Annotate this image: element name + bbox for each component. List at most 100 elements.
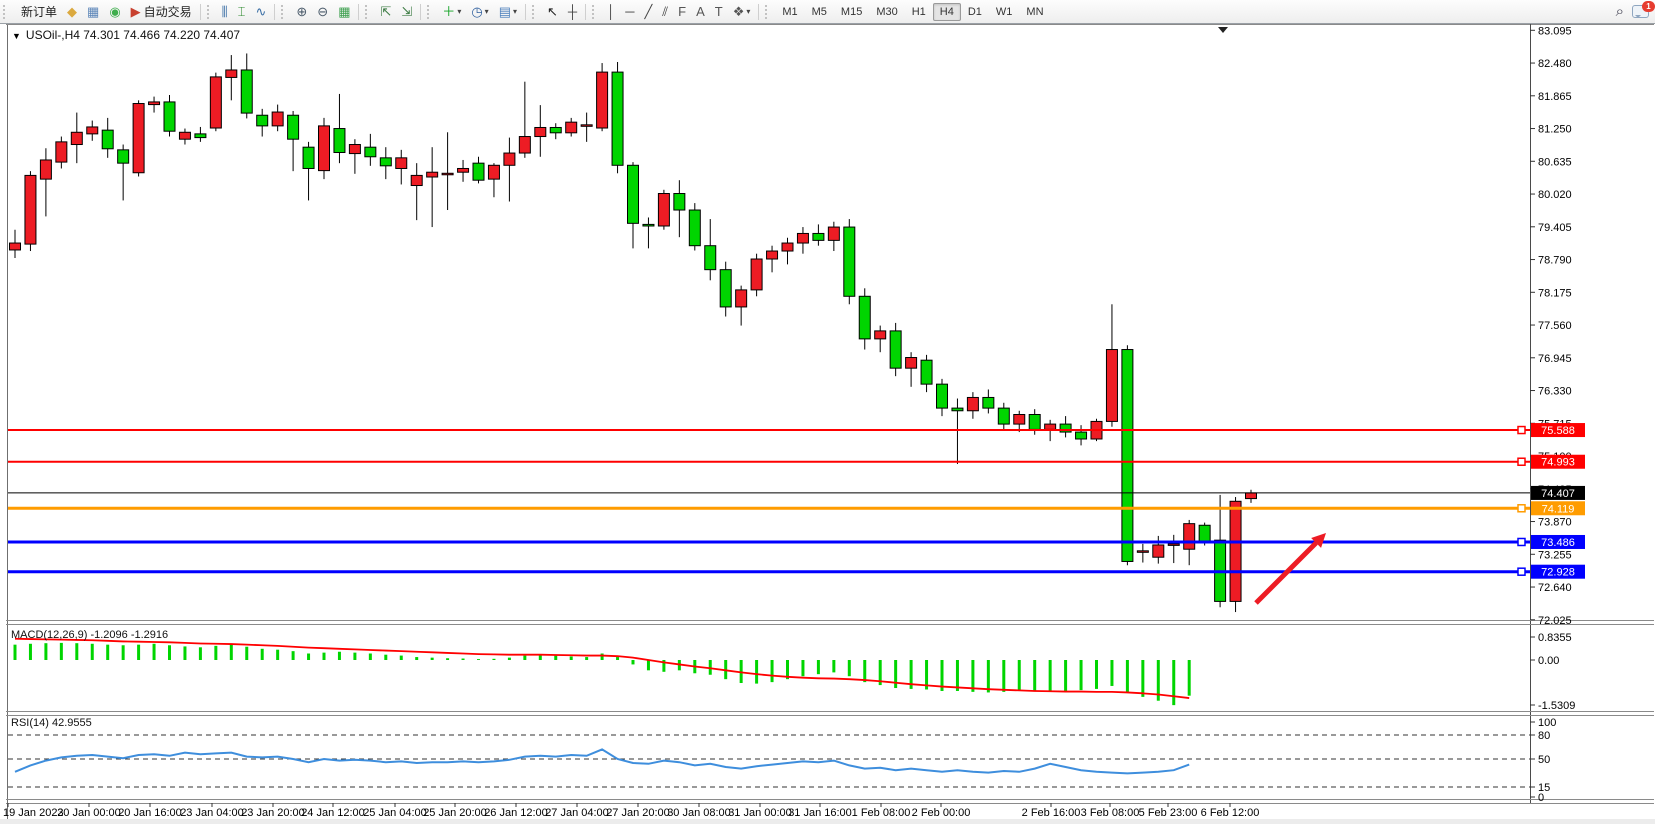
candle-bearish — [673, 193, 686, 211]
price-tick-label: 78.790 — [1538, 255, 1572, 267]
trend-arrow-annotation[interactable] — [1254, 541, 1318, 605]
chart-background — [6, 24, 1654, 819]
timeframe-m1[interactable]: M1 — [782, 5, 798, 18]
level-line-handle[interactable] — [1517, 537, 1526, 547]
level-price-label-text: 75.588 — [1541, 425, 1575, 437]
trendline-icon[interactable]: ╱ — [639, 1, 657, 23]
time-tick-label: 31 Jan 16:00 — [788, 807, 852, 819]
timeframe-mn[interactable]: MN — [1026, 5, 1044, 18]
equidistant-channel-icon[interactable]: ⫽ — [657, 1, 673, 23]
fibonacci-icon: F — [678, 4, 687, 19]
templates-icon[interactable]: ▤ ▾ — [494, 1, 522, 23]
candle-bearish — [549, 126, 562, 134]
text-icon: A — [696, 4, 705, 19]
autotrading-button: ▶ — [130, 4, 141, 19]
timeframe-d1[interactable]: D1 — [967, 5, 982, 18]
candlestick-chart-icon: ⌶ — [237, 4, 246, 19]
auto-scroll-icon: ⇲ — [401, 4, 413, 19]
chevron-down-icon[interactable]: ▾ — [484, 7, 489, 16]
zoom-out-icon[interactable]: ⊖ — [312, 1, 333, 23]
cursor-icon[interactable]: ↖ — [542, 1, 563, 23]
level-price-label-text: 73.486 — [1541, 537, 1575, 549]
candle-bearish — [627, 164, 639, 224]
time-tick-label: 20 Jan 16:00 — [118, 807, 182, 819]
timeframe-m15[interactable]: M15 — [840, 5, 863, 18]
level-price-label-text: 74.993 — [1541, 457, 1575, 469]
level-line-handle[interactable] — [1517, 457, 1526, 466]
candle-bullish — [318, 125, 330, 172]
line-chart-icon[interactable]: ∿ — [250, 1, 271, 23]
candlestick-chart-icon[interactable]: ⌶ — [233, 1, 251, 23]
candle-bearish — [611, 71, 624, 166]
candle-bearish — [982, 396, 995, 409]
candle-bullish — [395, 157, 408, 169]
arrows-shapes-icon[interactable]: ❖ ▾ — [728, 1, 756, 23]
timeframe-m5[interactable]: M5 — [811, 5, 827, 18]
gold-gem-icon[interactable]: ◆ — [62, 1, 82, 23]
candle-bearish — [688, 209, 701, 247]
time-tick-label: 5 Feb 23:00 — [1139, 807, 1198, 819]
text-icon[interactable]: A — [691, 1, 710, 23]
level-line-handle[interactable] — [1517, 504, 1526, 513]
time-tick-label: 6 Feb 12:00 — [1201, 807, 1260, 819]
time-tick-label: 2 Feb 00:00 — [912, 807, 971, 819]
rsi-axis-label: 80 — [1538, 730, 1550, 742]
chevron-down-icon[interactable]: ▾ — [512, 7, 517, 16]
candle-bearish — [858, 295, 871, 340]
candle-bearish — [287, 114, 300, 140]
candle-bearish — [379, 157, 392, 167]
candle-bullish — [132, 103, 145, 174]
new-order-button[interactable]: 新订单 — [13, 1, 62, 23]
timeframe-m30[interactable]: M30 — [876, 5, 898, 18]
chart-shift-marker[interactable] — [1218, 27, 1228, 33]
level-line-handle[interactable] — [1517, 425, 1526, 435]
candle-bullish — [1044, 423, 1057, 430]
new-chart-icon: ▦ — [87, 4, 100, 19]
candle-bullish — [410, 174, 423, 187]
horizontal-line-icon[interactable]: ─ — [620, 1, 639, 23]
timeframe-w1[interactable]: W1 — [995, 5, 1013, 18]
price-tick-label: 76.330 — [1538, 386, 1572, 398]
price-tick-label: 83.095 — [1538, 25, 1572, 37]
rsi-indicator-label: RSI(14) 42.9555 — [11, 717, 92, 729]
price-tick-label: 80.635 — [1538, 156, 1572, 168]
rsi-axis-label: 15 — [1538, 782, 1550, 794]
search-icon[interactable]: ⌕ — [1615, 2, 1624, 20]
candle-bullish — [1105, 349, 1118, 422]
tile-windows-icon[interactable]: ▦ — [333, 1, 355, 23]
candle-bullish — [827, 226, 840, 241]
chart-shift-icon[interactable]: ⇱ — [375, 1, 396, 23]
symbol-dropdown-icon[interactable]: ▼ — [12, 31, 21, 41]
candle-bullish — [1245, 492, 1257, 500]
crosshair-icon[interactable]: ┼ — [563, 1, 582, 23]
candle-bearish — [843, 226, 856, 297]
timeframe-h4[interactable]: H4 — [932, 2, 961, 21]
signals-icon[interactable]: ◉ — [104, 1, 125, 23]
chevron-down-icon[interactable]: ▾ — [746, 7, 751, 16]
chat-icon[interactable]: 1 — [1632, 0, 1655, 18]
candle-bearish — [256, 114, 269, 127]
candle-bullish — [441, 172, 454, 176]
candle-bearish — [997, 407, 1010, 425]
level-line-handle[interactable] — [1517, 567, 1526, 576]
candle-bullish — [966, 396, 979, 412]
autotrading-button[interactable]: ▶ 自动交易 — [126, 1, 197, 23]
zoom-in-icon[interactable]: ⊕ — [291, 1, 312, 23]
auto-scroll-icon[interactable]: ⇲ — [396, 1, 417, 23]
horizontal-line-icon: ─ — [625, 4, 635, 19]
candle-bearish — [704, 245, 717, 271]
chevron-down-icon[interactable]: ▾ — [457, 7, 462, 16]
indicators-add-icon[interactable]: ＋ ▾ — [437, 1, 466, 23]
time-tick-label: 25 Jan 20:00 — [423, 807, 487, 819]
vertical-line-icon[interactable]: │ — [602, 1, 620, 23]
bar-chart-icon[interactable]: ⫼ — [217, 1, 233, 23]
periods-icon[interactable]: ◷ ▾ — [466, 1, 493, 23]
text-label-icon[interactable]: T — [710, 1, 728, 23]
fibonacci-icon[interactable]: F — [673, 1, 691, 23]
new-chart-icon[interactable]: ▦ — [82, 1, 104, 23]
indicators-add-icon: ＋ — [442, 4, 456, 19]
toolbar-grip — [365, 4, 372, 19]
timeframe-h1[interactable]: H1 — [911, 5, 926, 18]
level-price-label-box — [1531, 564, 1585, 579]
candle-bearish — [472, 162, 485, 181]
